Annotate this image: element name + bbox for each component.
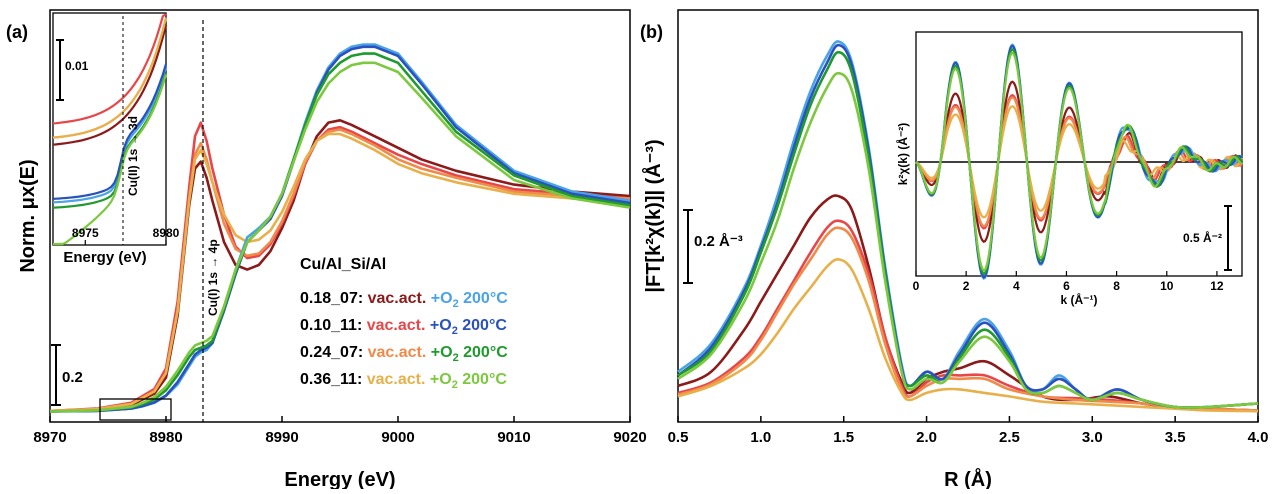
inset-a-x-tick-label: 8975 (72, 226, 99, 240)
panel-b-frame (677, 9, 1259, 423)
panel-b-scale-bar: 0.2 Å⁻³ (683, 209, 743, 284)
legend-row: 0.36_11: vac.act. +O2 200°C (300, 371, 507, 391)
inset-b-x-tick-label: 4 (1013, 279, 1020, 293)
panel-b-x-label: R (Å) (944, 467, 992, 489)
panel-a-frame (49, 9, 631, 423)
panel-a-x-tick-label: 8980 (149, 429, 182, 446)
panel-b-label: (b) (640, 22, 663, 42)
panel-b-x-ticks: 0.5 1.0 1.5 2.0 2.5 3.0 3.5 4.0 (668, 416, 1269, 446)
inset-b-x-label: k (Å⁻¹) (1061, 292, 1098, 307)
panel-a-x-tick-label: 9010 (497, 429, 530, 446)
panel-a-x-ticks: 8970 8980 8990 9000 9010 9020 (33, 416, 647, 446)
inset-b-x-ticks: 0 2 4 6 8 10 12 (913, 271, 1224, 293)
legend-row: 0.18_07: vac.act. +O2 200°C (300, 290, 508, 310)
panel-b-x-tick-label: 0.5 (668, 429, 689, 446)
inset-a-scale-bar: 0.01 (56, 39, 89, 101)
panel-b-series-line (677, 258, 1259, 413)
inset-b-x-tick-label: 0 (913, 279, 920, 293)
panel-a-scale-bar: 0.2 (51, 344, 83, 406)
panel-a-label: (a) (6, 22, 28, 42)
panel-b-scale-label: 0.2 Å⁻³ (694, 233, 743, 250)
panel-a: (a) 8970 8980 8990 9000 9010 9020 Cu(I) 1s → … (6, 9, 647, 491)
panel-a-inset: Cu(II) 1s → 3d 0.01 8975 8980 Energy (eV) (52, 12, 180, 266)
panel-b: (b) 0.5 1.0 1.5 2.0 2.5 3.0 3.5 4.0 R (Å) |FT[k… (640, 9, 1269, 491)
inset-b-scale-bar: 0.5 Å⁻² (1183, 205, 1232, 271)
zoom-region-box (99, 398, 172, 421)
panel-a-y-label: Norm. μx(E) (17, 159, 39, 272)
panel-b-x-tick-label: 2.0 (916, 429, 937, 446)
inset-a-series-line (52, 13, 167, 125)
panel-b-x-tick-label: 1.0 (750, 429, 771, 446)
legend-row: 0.10_11: vac.act. +O2 200°C (300, 317, 507, 337)
panel-a-x-tick-label: 8990 (265, 429, 298, 446)
inset-b-x-tick-label: 2 (963, 279, 970, 293)
inset-b-scale-label: 0.5 Å⁻² (1183, 230, 1222, 245)
panel-a-series-line (49, 61, 631, 413)
inset-b-x-tick-label: 12 (1210, 279, 1224, 293)
inset-b-series (915, 43, 1243, 280)
cu-i-annotation: Cu(I) 1s → 4p (206, 239, 220, 316)
inset-a-series (52, 13, 168, 246)
panel-a-x-tick-label: 8970 (33, 429, 66, 446)
inset-a-series-line (52, 63, 168, 200)
panel-b-x-tick-label: 4.0 (1248, 429, 1269, 446)
inset-b-x-tick-label: 6 (1063, 279, 1070, 293)
panel-b-x-tick-label: 3.0 (1082, 429, 1103, 446)
inset-a-x-ticks: 8975 8980 (72, 226, 180, 245)
panel-b-series-line (677, 71, 1259, 409)
inset-a-x-label: Energy (eV) (63, 249, 146, 266)
inset-a-series-line (52, 67, 168, 204)
inset-b-x-tick-label: 10 (1160, 279, 1174, 293)
panel-a-series (49, 43, 631, 413)
panel-a-series-line (49, 121, 631, 413)
cu-ii-annotation: Cu(II) 1s → 3d (126, 116, 140, 196)
panel-a-x-tick-label: 9020 (613, 429, 646, 446)
panel-a-scale-label: 0.2 (62, 369, 83, 386)
inset-a-x-tick-label: 8980 (153, 226, 180, 240)
inset-a-series-line (52, 24, 168, 146)
panel-b-x-tick-label: 2.5 (999, 429, 1020, 446)
legend-title: Cu/Al_Si/Al (300, 256, 386, 273)
inset-b-y-label: k²χ(k) (Å⁻²) (895, 123, 910, 186)
inset-a-series-line (52, 17, 168, 139)
panel-b-series-line (677, 226, 1259, 412)
inset-a-scale-label: 0.01 (65, 59, 89, 73)
panel-a-series-line (49, 132, 631, 413)
inset-b-x-tick-label: 8 (1113, 279, 1120, 293)
panel-b-x-tick-label: 1.5 (833, 429, 854, 446)
legend-row: 0.24_07: vac.act. +O2 200°C (300, 344, 508, 364)
panel-a-x-label: Energy (eV) (284, 469, 395, 489)
panel-b-series (677, 40, 1259, 413)
panel-b-x-tick-label: 3.5 (1165, 429, 1186, 446)
inset-b-series-line (915, 51, 1243, 272)
panel-a-x-tick-label: 9000 (381, 429, 414, 446)
panel-b-y-label: |FT[k²χ(k)]| (Å⁻³) (641, 139, 665, 292)
legend: Cu/Al_Si/Al 0.18_07: vac.act. +O2 200°C 0… (300, 256, 508, 391)
inset-a-series-line (53, 74, 168, 246)
panel-b-inset: 0 2 4 6 8 10 12 k (Å⁻¹) k²χ(k) (Å⁻²) 0.5 Å⁻² (895, 31, 1243, 307)
